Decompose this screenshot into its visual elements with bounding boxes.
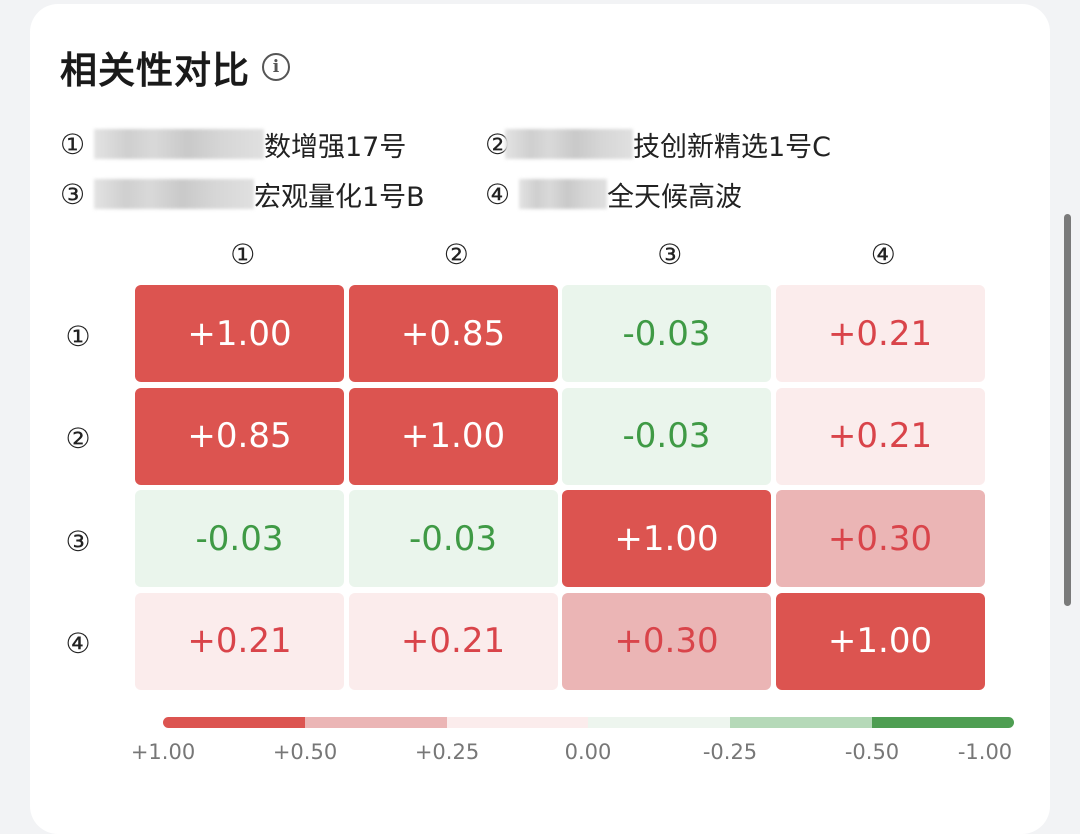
legend-fund-name: 技创新精选1号C [633, 131, 832, 163]
scale-label: +1.00 [130, 740, 196, 764]
matrix-cell[interactable]: +0.85 [135, 387, 344, 485]
scale-label: -0.25 [702, 740, 758, 764]
legend-item: ④ 全天候高波 [485, 177, 905, 213]
redacted-text [94, 179, 254, 209]
scale-segment [588, 717, 731, 728]
redacted-text [505, 129, 633, 159]
matrix-cell[interactable]: +0.21 [135, 592, 344, 690]
matrix-cell[interactable]: +0.30 [562, 592, 771, 690]
row-header: ② [65, 422, 91, 456]
color-scale-bar [163, 717, 1014, 728]
matrix-column-headers: ① ② ③ ④ [136, 238, 990, 271]
column-header: ③ [657, 238, 683, 271]
scale-segment [304, 717, 447, 728]
matrix-cell[interactable]: +1.00 [135, 285, 344, 382]
card-header: 相关性对比 i [60, 40, 290, 94]
scale-segment [730, 717, 873, 728]
legend-fund-name: 全天候高波 [607, 181, 742, 213]
legend-fund-name: 数增强17号 [264, 131, 407, 163]
column-header: ① [230, 238, 256, 271]
matrix-cell[interactable]: +1.00 [562, 490, 771, 587]
scale-label: +0.50 [272, 740, 338, 764]
legend-fund-name: 宏观量化1号B [254, 181, 425, 213]
scale-label: +0.25 [414, 740, 480, 764]
matrix-cell[interactable]: +1.00 [348, 387, 558, 485]
redacted-text [519, 179, 607, 209]
card-title: 相关性对比 [60, 49, 250, 92]
info-circle-icon[interactable]: i [262, 53, 290, 81]
redacted-text [94, 129, 264, 159]
scale-label: -1.00 [957, 740, 1013, 764]
matrix-cell[interactable]: +0.85 [348, 285, 558, 382]
matrix-row-headers: ① ② ③ ④ [48, 285, 108, 695]
color-scale-labels: +1.00 +0.50 +0.25 0.00 -0.25 -0.50 -1.00 [0, 740, 1080, 770]
scale-label: 0.00 [564, 740, 612, 764]
row-header: ③ [65, 524, 91, 558]
legend-item: ② 技创新精选1号C [485, 128, 905, 163]
scale-segment [872, 717, 1014, 728]
matrix-cell[interactable]: +1.00 [775, 592, 985, 690]
matrix-cell[interactable]: +0.21 [348, 592, 558, 690]
scale-segment [446, 717, 589, 728]
matrix-cell[interactable]: -0.03 [135, 490, 344, 587]
row-header: ① [65, 319, 91, 353]
matrix-cell[interactable]: -0.03 [562, 285, 771, 382]
matrix-cell[interactable]: +0.30 [775, 490, 985, 587]
correlation-matrix: +1.00 +0.85 -0.03 +0.21 +0.85 +1.00 -0.0… [135, 285, 985, 690]
column-header: ② [443, 238, 469, 271]
legend-number: ① [60, 127, 86, 161]
matrix-cell[interactable]: -0.03 [348, 490, 558, 587]
legend-item: ① 数增强17号 [60, 127, 485, 163]
legend-number: ④ [485, 177, 511, 211]
row-header: ④ [65, 627, 91, 661]
legend-number: ③ [60, 177, 86, 211]
matrix-cell[interactable]: -0.03 [562, 387, 771, 485]
matrix-cell[interactable]: +0.21 [775, 387, 985, 485]
scale-segment [163, 717, 305, 728]
legend-item: ③ 宏观量化1号B [60, 177, 485, 213]
scale-label: -0.50 [844, 740, 900, 764]
fund-legend: ① 数增强17号 ② 技创新精选1号C ③ 宏观量化1号B ④ 全天候高波 [60, 127, 960, 213]
matrix-cell[interactable]: +0.21 [775, 285, 985, 382]
column-header: ④ [870, 238, 896, 271]
scrollbar-thumb[interactable] [1064, 214, 1071, 606]
